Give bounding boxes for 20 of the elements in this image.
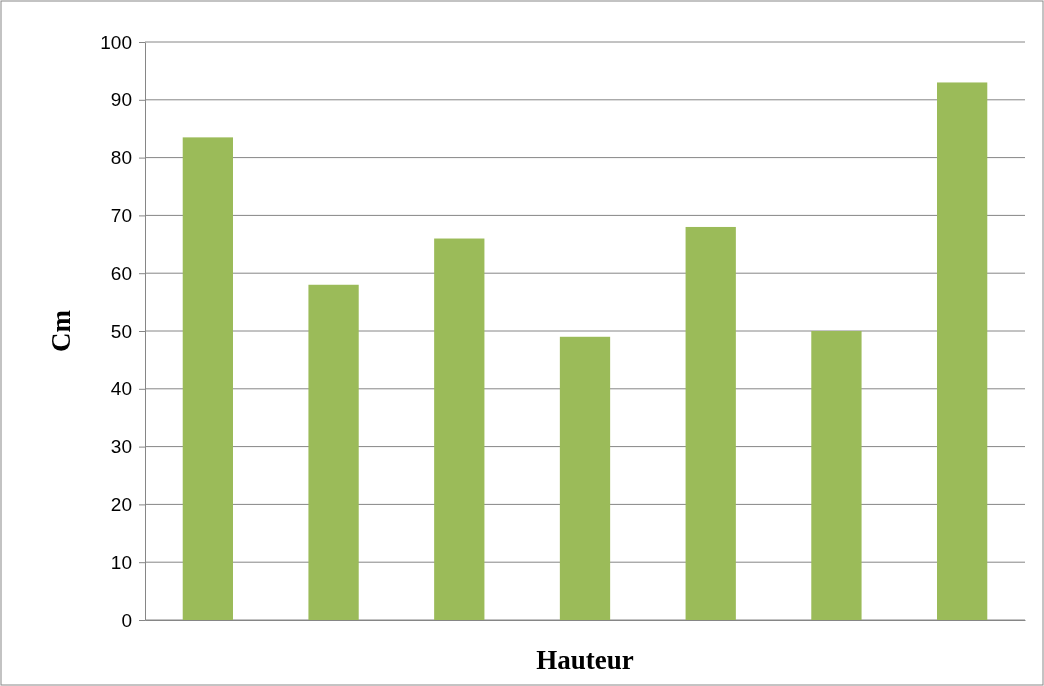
y-tick-label: 100 xyxy=(100,31,132,53)
y-tick-label: 40 xyxy=(110,378,132,400)
y-tick-label: 70 xyxy=(110,204,132,226)
bar xyxy=(434,238,485,620)
bar xyxy=(182,137,233,620)
bar xyxy=(559,336,611,620)
y-tick-label: 10 xyxy=(110,551,132,573)
bar xyxy=(685,226,736,620)
y-tick-label: 0 xyxy=(121,609,132,631)
bar xyxy=(937,82,988,620)
y-tick-label: 90 xyxy=(110,89,132,111)
bar xyxy=(811,331,862,620)
y-tick-label: 20 xyxy=(110,493,132,515)
y-tick-label: 80 xyxy=(110,147,132,169)
y-tick-label: 30 xyxy=(110,436,132,458)
bar xyxy=(308,284,359,620)
y-axis-title: Cm xyxy=(46,309,76,352)
x-axis-title: Hauteur xyxy=(536,645,634,675)
y-tick-label: 50 xyxy=(110,320,132,342)
y-tick-label: 60 xyxy=(110,262,132,284)
